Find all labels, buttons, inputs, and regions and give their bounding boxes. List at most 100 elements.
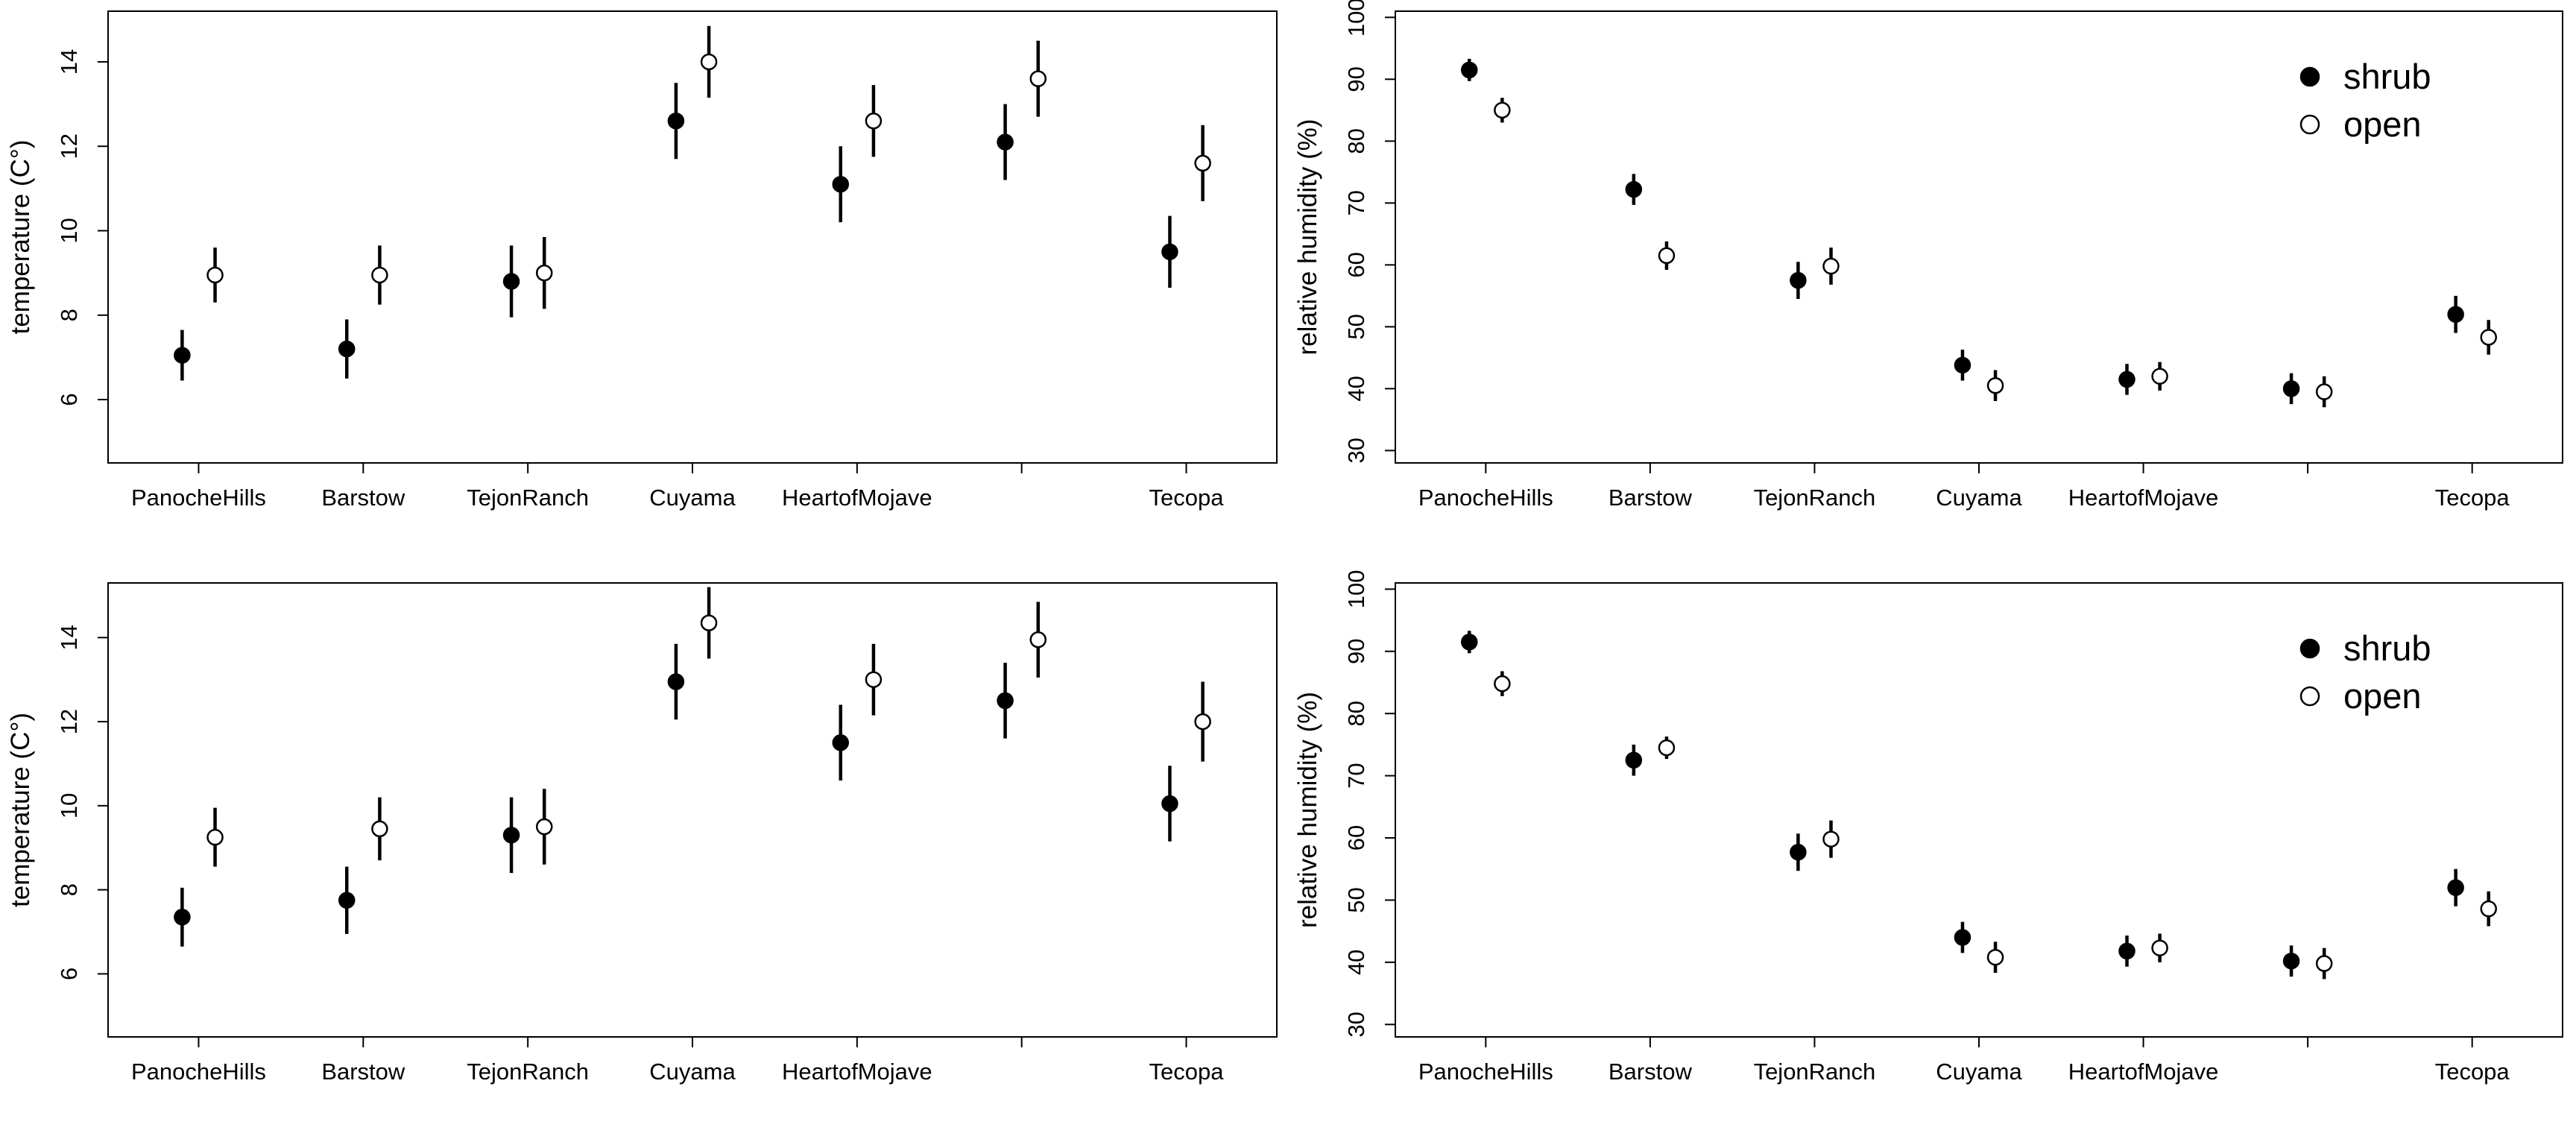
x-tick-label: Barstow — [1609, 485, 1693, 511]
x-tick-label: HeartofMojave — [782, 485, 932, 511]
data-point-shrub — [2282, 952, 2300, 970]
y-tick-label: 8 — [56, 309, 82, 321]
data-point-open — [865, 113, 883, 130]
data-point-shrub — [667, 113, 685, 130]
y-tick-label: 10 — [56, 793, 82, 818]
legend-marker-shrub — [2299, 638, 2320, 659]
data-point-open — [2151, 368, 2168, 385]
x-tick-label: PanocheHills — [1418, 485, 1553, 511]
y-tick-label: 100 — [1343, 570, 1369, 608]
data-point-shrub — [2118, 942, 2135, 960]
y-tick-label: 6 — [56, 393, 82, 406]
data-point-shrub — [1954, 929, 1972, 946]
y-tick-label: 90 — [1343, 66, 1369, 92]
data-point-shrub — [997, 692, 1014, 710]
series-open — [206, 25, 1211, 309]
data-point-open — [1494, 675, 1511, 693]
data-point-open — [1986, 948, 2004, 966]
y-tick-label: 14 — [56, 625, 82, 650]
x-tick-label: HeartofMojave — [782, 1059, 932, 1085]
series-shrub — [1461, 58, 2464, 405]
data-point-open — [1822, 257, 1840, 275]
data-point-shrub — [1161, 243, 1178, 261]
data-point-open — [1029, 70, 1047, 87]
x-tick-label: PanocheHills — [131, 1059, 266, 1085]
x-tick-label: TejonRanch — [1754, 1059, 1876, 1085]
data-point-open — [2315, 383, 2333, 400]
data-point-shrub — [502, 273, 520, 290]
data-point-open — [865, 671, 883, 688]
y-tick-label: 30 — [1343, 1012, 1369, 1037]
plot-frame — [107, 582, 1278, 1038]
x-tick-label: TejonRanch — [1754, 485, 1876, 511]
data-point-open — [1194, 154, 1211, 172]
data-point-open — [535, 264, 553, 282]
chart-panel-1: 6 8 10 12 14 temperature (C°) PanocheHills Bars… — [6, 10, 1278, 511]
y-tick-label: 70 — [1343, 190, 1369, 215]
data-point-shrub — [1625, 180, 1643, 198]
x-tick-label: Tecopa — [2435, 1059, 2510, 1085]
data-point-open — [371, 820, 388, 838]
data-point-open — [535, 818, 553, 836]
chart-panel-2: 30 40 50 60 70 80 90 100 relative humidity (%) Pa… — [1293, 0, 2563, 511]
x-tick-label: Tecopa — [1149, 485, 1225, 511]
data-point-shrub — [502, 827, 520, 844]
series-shrub — [1461, 631, 2464, 977]
series-shrub — [174, 643, 1178, 947]
y-axis-title: relative humidity (%) — [1293, 692, 1322, 928]
y-tick-label: 50 — [1343, 887, 1369, 912]
y-axis-title: temperature (C°) — [6, 139, 35, 334]
chart-panel-3: 6 8 10 12 14 temperature (C°) PanocheHills Bars… — [6, 582, 1278, 1085]
data-point-shrub — [338, 340, 356, 358]
x-tick-label: TejonRanch — [467, 1059, 589, 1085]
data-point-shrub — [2282, 380, 2300, 397]
data-point-shrub — [2118, 370, 2135, 388]
y-tick-label: 40 — [1343, 376, 1369, 401]
data-point-shrub — [1161, 795, 1178, 813]
y-tick-label: 8 — [56, 883, 82, 896]
data-point-open — [206, 828, 224, 846]
y-axis-title: temperature (C°) — [6, 713, 35, 907]
legend-label-open: open — [2343, 676, 2422, 716]
legend-label-shrub: shrub — [2343, 57, 2431, 96]
legend: shrub open — [2299, 57, 2431, 144]
legend-label-open: open — [2343, 104, 2422, 144]
series-open — [206, 587, 1211, 867]
legend-marker-open — [2299, 114, 2320, 135]
data-point-shrub — [832, 175, 850, 193]
y-tick-label: 40 — [1343, 950, 1369, 975]
data-point-shrub — [997, 133, 1014, 151]
x-tick-label: Cuyama — [1936, 485, 2022, 511]
x-tick-label: PanocheHills — [131, 485, 266, 511]
data-point-shrub — [1461, 61, 1478, 79]
data-point-open — [1029, 631, 1047, 649]
x-tick-label: Cuyama — [1936, 1059, 2022, 1085]
data-point-open — [2480, 900, 2497, 918]
y-tick-label: 50 — [1343, 314, 1369, 339]
data-point-open — [371, 266, 388, 284]
series-open — [1494, 98, 2497, 408]
x-tick-label: Barstow — [1609, 1059, 1693, 1085]
x-tick-label: PanocheHills — [1418, 1059, 1553, 1085]
data-point-shrub — [174, 909, 191, 926]
y-tick-label: 6 — [56, 968, 82, 980]
x-tick-label: TejonRanch — [467, 485, 589, 511]
chart-panel-4: 30 40 50 60 70 80 90 100 relative humidity (%) Pa… — [1293, 570, 2563, 1085]
y-tick-label: 14 — [56, 49, 82, 75]
y-tick-label: 30 — [1343, 438, 1369, 463]
x-tick-label: Barstow — [321, 485, 405, 511]
legend-marker-shrub — [2299, 66, 2320, 87]
data-point-open — [1822, 830, 1840, 848]
data-point-open — [2480, 329, 2497, 346]
y-axis-title: relative humidity (%) — [1293, 119, 1322, 355]
data-point-open — [700, 614, 718, 631]
y-tick-label: 60 — [1343, 825, 1369, 851]
x-tick-label: Cuyama — [649, 1059, 736, 1085]
data-point-shrub — [1625, 751, 1643, 769]
data-point-shrub — [1790, 271, 1807, 289]
data-point-shrub — [1954, 356, 1972, 374]
x-tick-label: Cuyama — [649, 485, 736, 511]
data-point-shrub — [667, 673, 685, 690]
x-tick-label: HeartofMojave — [2068, 1059, 2219, 1085]
